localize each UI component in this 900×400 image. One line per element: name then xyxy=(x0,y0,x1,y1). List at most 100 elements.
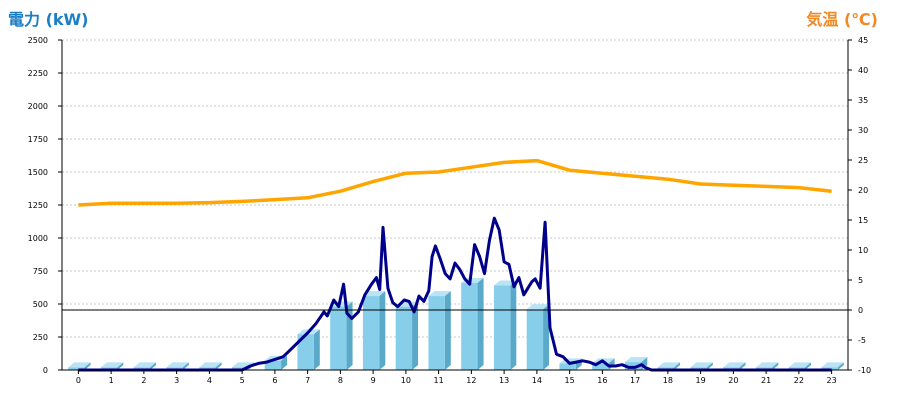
bar-top xyxy=(100,362,124,368)
bar-side xyxy=(117,362,124,370)
left-tick-label: 250 xyxy=(33,333,48,342)
right-tick-label: 0 xyxy=(858,306,863,315)
x-tick-label: 8 xyxy=(338,376,343,385)
bar-front xyxy=(559,363,576,370)
bar-side xyxy=(477,277,484,370)
x-tick-label: 14 xyxy=(532,376,542,385)
x-tick-label: 4 xyxy=(207,376,212,385)
bar-7 xyxy=(297,329,320,370)
bar-10 xyxy=(395,301,419,370)
x-tick-label: 10 xyxy=(401,376,411,385)
bar-top xyxy=(723,362,746,368)
bar-top xyxy=(133,362,157,368)
bar-front xyxy=(493,285,511,370)
bar-side xyxy=(837,362,844,370)
bar-side xyxy=(313,329,320,370)
line-series xyxy=(78,158,832,372)
bar-11 xyxy=(428,291,451,370)
bar-top xyxy=(428,291,451,297)
bar-front xyxy=(297,334,314,370)
left-tick-label: 1750 xyxy=(28,135,48,144)
bar-top xyxy=(788,362,812,368)
x-tick-label: 0 xyxy=(76,376,81,385)
left-tick-label: 500 xyxy=(33,300,48,309)
bar-side xyxy=(281,355,288,370)
x-tick-label: 1 xyxy=(109,376,114,385)
right-tick-label: -10 xyxy=(858,366,871,375)
bar-top xyxy=(821,362,844,368)
right-tick-label: 45 xyxy=(858,36,868,45)
bar-14 xyxy=(526,304,550,370)
left-tick-label: 0 xyxy=(43,366,48,375)
bar-side xyxy=(805,362,812,370)
left-tick-label: 1250 xyxy=(28,201,48,210)
x-tick-label: 19 xyxy=(696,376,706,385)
x-tick-label: 9 xyxy=(371,376,376,385)
grid-lines xyxy=(62,39,848,338)
bar-12 xyxy=(461,277,484,370)
bar-top xyxy=(690,362,713,368)
bar-side xyxy=(706,362,713,370)
left-tick-label: 2000 xyxy=(28,102,48,111)
right-tick-label: 20 xyxy=(858,186,868,195)
x-tick-label: 20 xyxy=(728,376,738,385)
temperature-line xyxy=(78,158,832,207)
bar-front xyxy=(362,296,380,370)
right-tick-label: 35 xyxy=(858,96,868,105)
bar-side xyxy=(674,362,681,370)
bar-front xyxy=(428,296,445,370)
bar-top xyxy=(362,291,386,297)
x-tick-label: 13 xyxy=(499,376,509,385)
bar-front xyxy=(330,306,347,370)
x-tick-label: 3 xyxy=(174,376,179,385)
right-tick-label: 5 xyxy=(858,276,863,285)
bar-side xyxy=(379,291,386,370)
bar-front xyxy=(395,306,413,370)
bar-front xyxy=(461,282,478,370)
x-tick-label: 21 xyxy=(761,376,771,385)
x-tick-label: 11 xyxy=(434,376,444,385)
bar-top xyxy=(199,362,222,368)
bar-13 xyxy=(493,280,517,370)
bar-top xyxy=(493,280,517,286)
bar-side xyxy=(739,362,746,370)
right-axis-title: 気温 (℃) xyxy=(806,10,878,29)
bar-front xyxy=(592,363,609,370)
bar-side xyxy=(150,362,157,370)
bar-top xyxy=(657,362,681,368)
bar-top xyxy=(68,362,91,368)
x-tick-label: 23 xyxy=(827,376,837,385)
bar-side xyxy=(412,301,419,370)
x-tick-label: 7 xyxy=(305,376,310,385)
right-tick-label: 40 xyxy=(858,66,868,75)
bar-side xyxy=(84,362,91,370)
right-tick-label: -5 xyxy=(858,336,866,345)
bar-front xyxy=(264,360,282,370)
bar-side xyxy=(772,362,779,370)
left-axis-ticks: 0 250 500 750 1000 1250 1500 1750 2000 2250 2500 xyxy=(28,36,62,375)
bar-0 xyxy=(68,362,91,370)
bar-top xyxy=(624,357,648,363)
bar-8 xyxy=(330,301,353,370)
bar-top xyxy=(166,362,189,368)
x-tick-label: 18 xyxy=(663,376,673,385)
right-tick-label: 15 xyxy=(858,216,868,225)
bar-side xyxy=(215,362,222,370)
left-tick-label: 2250 xyxy=(28,69,48,78)
x-tick-label: 5 xyxy=(240,376,245,385)
bar-side xyxy=(510,280,517,370)
x-axis-ticks: 0 1 2 3 4 5 6 7 8 9 10 11 12 13 14 15 16 17 18 19 20 21 22 23 xyxy=(76,370,837,385)
right-tick-label: 25 xyxy=(858,156,868,165)
left-tick-label: 750 xyxy=(33,267,48,276)
bar-side xyxy=(182,362,189,370)
left-tick-label: 1500 xyxy=(28,168,48,177)
x-tick-label: 6 xyxy=(272,376,277,385)
x-tick-label: 2 xyxy=(141,376,146,385)
bar-top xyxy=(755,362,779,368)
bar-series xyxy=(68,277,844,370)
x-tick-label: 12 xyxy=(466,376,476,385)
x-tick-label: 22 xyxy=(794,376,804,385)
right-tick-label: 30 xyxy=(858,126,868,135)
bar-side xyxy=(444,291,451,370)
